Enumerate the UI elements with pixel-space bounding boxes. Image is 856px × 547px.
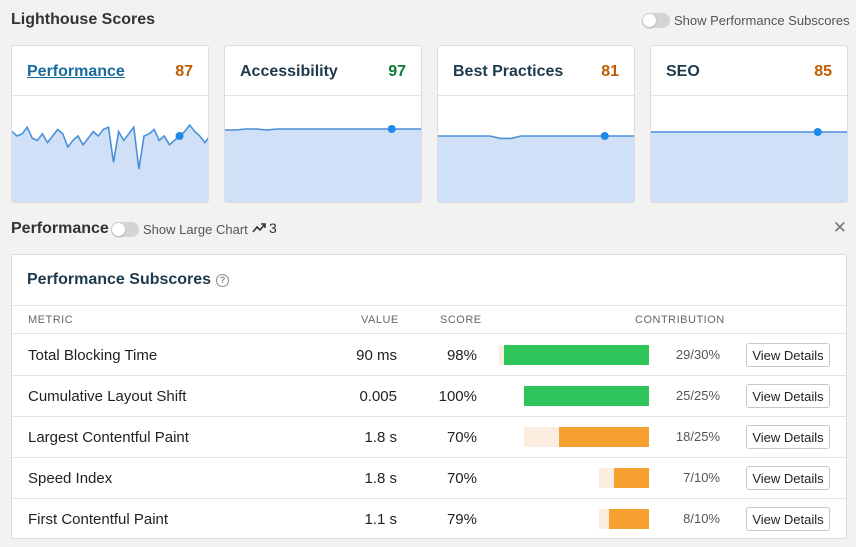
table-header: METRIC VALUE SCORE CONTRIBUTION bbox=[12, 305, 846, 334]
contribution-bar bbox=[504, 345, 649, 365]
metric-score: 100% bbox=[438, 388, 477, 405]
trend-count: 3 bbox=[269, 220, 277, 236]
large-chart-toggle-wrap[interactable]: Show Large Chart bbox=[111, 222, 248, 237]
contribution-bar bbox=[559, 427, 649, 447]
help-icon[interactable]: ? bbox=[216, 273, 230, 287]
sparkline-chart bbox=[225, 125, 421, 202]
col-contribution: CONTRIBUTION bbox=[635, 314, 725, 326]
panel-title-text: Performance Subscores bbox=[27, 271, 212, 288]
sparkline-area bbox=[651, 132, 847, 202]
sparkline-area bbox=[438, 136, 634, 202]
card-label: Best Practices bbox=[453, 63, 564, 80]
table-row: Cumulative Layout Shift 0.005 100% 25/25% Vi… bbox=[12, 376, 846, 417]
card-label[interactable]: Performance bbox=[27, 63, 125, 80]
metric-value: 1.8 s bbox=[364, 429, 397, 446]
contribution-bar bbox=[614, 468, 649, 488]
view-details-button[interactable]: View Details bbox=[746, 343, 830, 367]
card-accessibility[interactable]: Accessibility 97 bbox=[224, 45, 422, 203]
metric-name: Speed Index bbox=[28, 470, 113, 487]
metric-value: 1.1 s bbox=[364, 511, 397, 528]
large-chart-label: Show Large Chart bbox=[143, 222, 248, 237]
contribution-text: 18/25% bbox=[675, 429, 720, 444]
metric-name: First Contentful Paint bbox=[28, 511, 169, 528]
sparkline-chart bbox=[651, 128, 847, 202]
card-best-practices[interactable]: Best Practices 81 bbox=[437, 45, 635, 203]
contribution-text: 8/10% bbox=[683, 511, 720, 526]
metric-value: 90 ms bbox=[356, 347, 397, 364]
metric-score: 70% bbox=[446, 429, 477, 446]
page-title: Lighthouse Scores bbox=[11, 11, 156, 28]
view-details-button[interactable]: View Details bbox=[746, 466, 830, 490]
score-cards: Performance 87 Accessibility 97 Best Pract… bbox=[11, 45, 848, 203]
card-label: Accessibility bbox=[240, 63, 338, 80]
sparkline-area bbox=[12, 125, 208, 202]
sparkline-area bbox=[225, 129, 421, 202]
table-row: Speed Index 1.8 s 70% 7/10% View Details bbox=[12, 458, 846, 499]
trend-indicator[interactable]: 3 bbox=[252, 220, 277, 236]
contribution-text: 25/25% bbox=[675, 388, 720, 403]
metric-name: Cumulative Layout Shift bbox=[28, 388, 187, 405]
section-title: Performance bbox=[11, 220, 109, 237]
contribution-bar bbox=[524, 386, 649, 406]
view-details-button[interactable]: View Details bbox=[746, 425, 830, 449]
metric-name: Total Blocking Time bbox=[28, 347, 158, 364]
subscores-toggle-label: Show Performance Subscores bbox=[674, 13, 850, 28]
metric-value: 1.8 s bbox=[364, 470, 397, 487]
subscores-toggle[interactable] bbox=[642, 13, 670, 28]
card-score: 87 bbox=[175, 63, 193, 80]
table-row: Largest Contentful Paint 1.8 s 70% 18/25% Vi… bbox=[12, 417, 846, 458]
sparkline-dot bbox=[600, 132, 609, 140]
card-seo[interactable]: SEO 85 bbox=[650, 45, 848, 203]
card-score: 85 bbox=[814, 63, 832, 80]
table-row: Total Blocking Time 90 ms 98% 29/30% View De… bbox=[12, 335, 846, 376]
card-performance[interactable]: Performance 87 bbox=[11, 45, 209, 203]
col-metric: METRIC bbox=[28, 314, 74, 326]
table-row: First Contentful Paint 1.1 s 79% 8/10% View … bbox=[12, 499, 846, 540]
metric-score: 70% bbox=[446, 470, 477, 487]
trend-up-icon bbox=[252, 223, 266, 233]
card-score: 97 bbox=[388, 63, 406, 80]
performance-header: Performance Show Large Chart 3 ✕ bbox=[11, 218, 847, 240]
sparkline-dot bbox=[175, 132, 184, 140]
metric-name: Largest Contentful Paint bbox=[28, 429, 189, 446]
col-value: VALUE bbox=[361, 314, 399, 326]
sparkline-dot bbox=[813, 128, 822, 136]
view-details-button[interactable]: View Details bbox=[746, 384, 830, 408]
subscores-toggle-wrap[interactable]: Show Performance Subscores bbox=[642, 13, 850, 28]
card-score: 81 bbox=[601, 63, 619, 80]
card-label: SEO bbox=[666, 63, 700, 80]
close-icon[interactable]: ✕ bbox=[832, 218, 847, 237]
panel-title: Performance Subscores ? bbox=[27, 271, 230, 289]
metric-value: 0.005 bbox=[359, 388, 397, 405]
metric-score: 98% bbox=[446, 347, 477, 364]
view-details-button[interactable]: View Details bbox=[746, 507, 830, 531]
metric-score: 79% bbox=[446, 511, 477, 528]
contribution-text: 29/30% bbox=[675, 347, 720, 362]
top-bar: Lighthouse Scores Show Performance Subsc… bbox=[0, 0, 856, 42]
contribution-bar bbox=[609, 509, 649, 529]
large-chart-toggle[interactable] bbox=[111, 222, 139, 237]
col-score: SCORE bbox=[440, 314, 482, 326]
sparkline-dot bbox=[387, 125, 396, 133]
sparkline-chart bbox=[438, 132, 634, 202]
sparkline-chart bbox=[12, 123, 208, 202]
subscores-panel: Performance Subscores ? METRIC VALUE SCO… bbox=[11, 254, 847, 539]
contribution-text: 7/10% bbox=[683, 470, 720, 485]
